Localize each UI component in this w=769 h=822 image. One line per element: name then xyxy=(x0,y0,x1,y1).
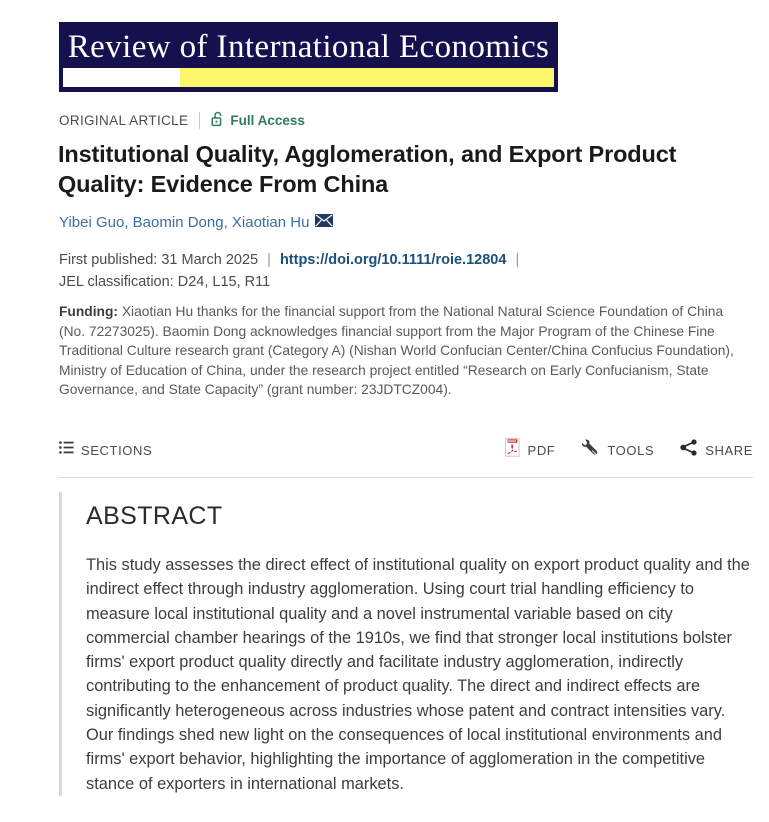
abstract-text: This study assesses the direct effect of… xyxy=(86,556,750,793)
wrench-icon xyxy=(581,438,600,462)
pdf-button[interactable]: PDF xyxy=(504,438,556,462)
list-icon xyxy=(59,441,74,459)
pdf-label: PDF xyxy=(527,442,556,458)
share-nodes-icon xyxy=(680,439,698,461)
tools-label: TOOLS xyxy=(607,442,655,458)
toolbar-divider xyxy=(59,477,753,478)
page-title: Institutional Quality, Agglomeration, an… xyxy=(58,141,677,197)
meta-pipe-1: | xyxy=(267,252,271,268)
journal-name: Review of International Economics xyxy=(67,29,550,65)
stripe-white-segment xyxy=(63,68,180,87)
jel-line: JEL classification: D24, L15, R11 xyxy=(59,271,699,293)
publication-meta: First published: 31 March 2025 | https:/… xyxy=(59,249,699,293)
jel-label: JEL classification: xyxy=(59,274,174,290)
doi-link[interactable]: https://doi.org/10.1111/roie.12804 xyxy=(279,252,507,268)
share-button[interactable]: SHARE xyxy=(680,439,753,461)
author-separator-1: , xyxy=(124,214,133,231)
toolbar-right-group: PDF TOOLS xyxy=(504,438,753,462)
share-label: SHARE xyxy=(705,442,753,458)
meta-pipe-2: | xyxy=(515,252,520,268)
author-link-1[interactable]: Yibei Guo xyxy=(59,214,125,231)
first-published-label: First published: xyxy=(59,252,158,268)
funding-statement: Funding: Xiaotian Hu thanks for the fina… xyxy=(59,302,737,400)
article-type-row: ORIGINAL ARTICLE Full Access xyxy=(59,110,305,130)
toolbar-left-group: SECTIONS xyxy=(59,441,152,459)
first-published-date: 31 March 2025 xyxy=(161,252,259,268)
envelope-icon[interactable] xyxy=(315,214,334,231)
stripe-yellow-segment xyxy=(180,68,554,87)
full-access-badge[interactable]: Full Access xyxy=(211,111,305,130)
full-access-label: Full Access xyxy=(230,112,305,128)
sections-label: SECTIONS xyxy=(81,442,153,458)
author-link-2[interactable]: Baomin Dong xyxy=(132,214,224,231)
article-toolbar: SECTIONS PDF xyxy=(59,437,753,463)
vertical-divider xyxy=(199,111,201,129)
jel-codes: D24, L15, R11 xyxy=(177,274,271,290)
journal-banner[interactable]: Review of International Economics xyxy=(59,22,558,92)
journal-banner-stripe xyxy=(63,68,554,87)
author-separator-2: , xyxy=(223,214,232,231)
first-published-line: First published: 31 March 2025 | https:/… xyxy=(59,249,699,271)
pdf-icon xyxy=(504,438,521,462)
funding-text: Xiaotian Hu thanks for the financial sup… xyxy=(59,304,734,397)
article-type-label: ORIGINAL ARTICLE xyxy=(59,112,189,128)
tools-button[interactable]: TOOLS xyxy=(581,438,654,462)
funding-label: Funding: xyxy=(59,304,118,319)
abstract-heading: ABSTRACT xyxy=(86,502,223,530)
open-lock-icon xyxy=(211,111,224,130)
authors-row: Yibei Guo, Baomin Dong, Xiaotian Hu xyxy=(59,214,334,231)
abstract-section: ABSTRACT This study assesses the direct … xyxy=(59,492,753,796)
sections-button[interactable]: SECTIONS xyxy=(59,441,152,459)
author-link-3[interactable]: Xiaotian Hu xyxy=(231,214,310,231)
